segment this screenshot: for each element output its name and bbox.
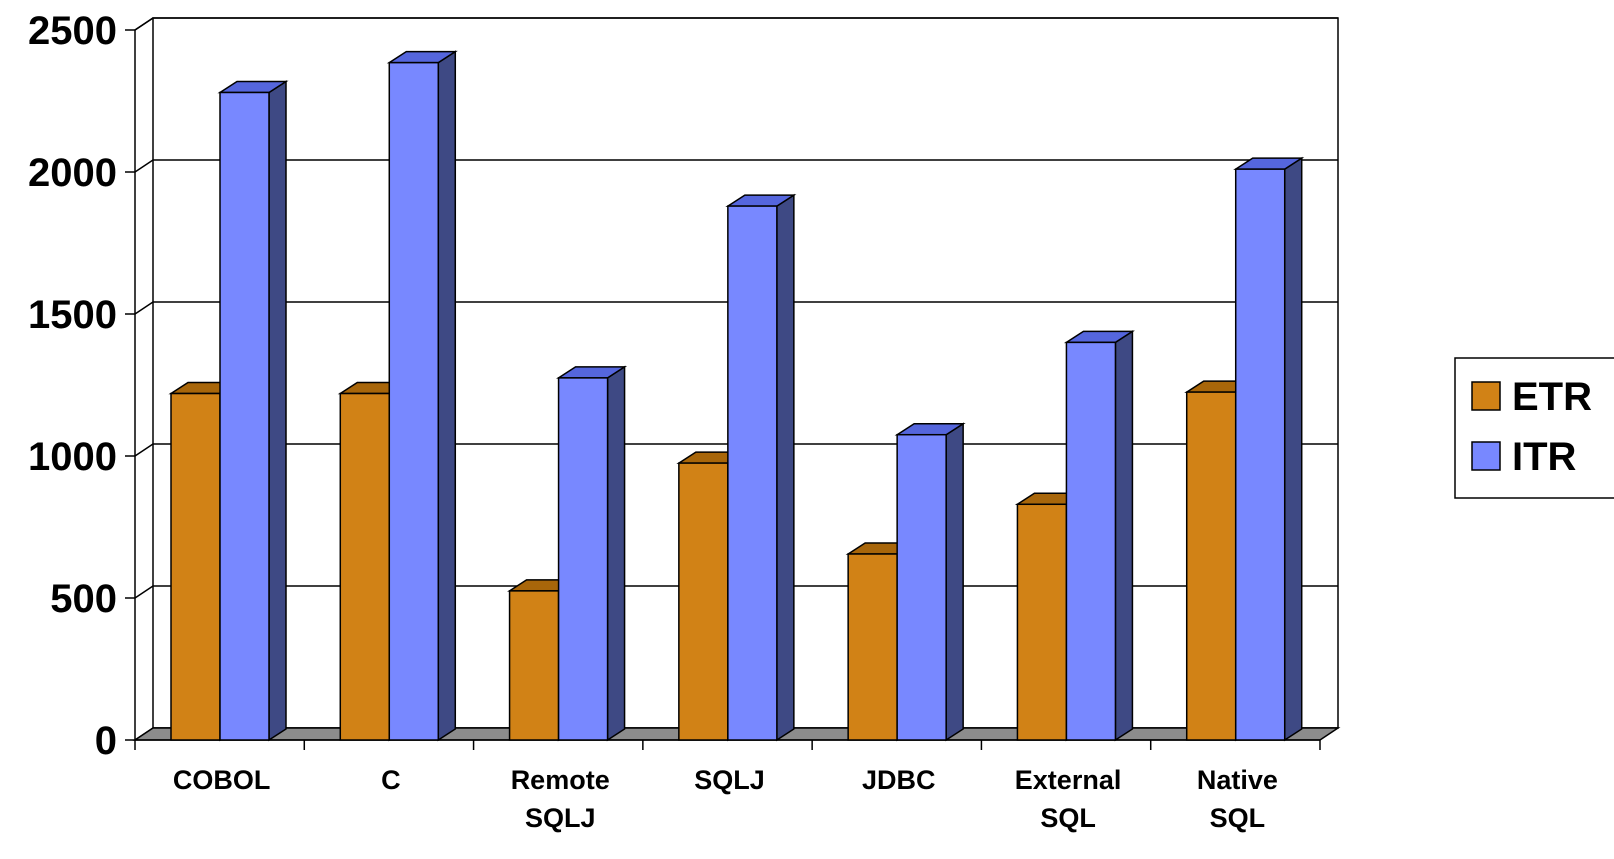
bar-front bbox=[170, 392, 221, 741]
bar-front bbox=[339, 392, 391, 741]
y-tick-label-1500: 1500 bbox=[28, 293, 117, 337]
bar-front bbox=[388, 61, 440, 741]
bar-side bbox=[437, 50, 457, 742]
legend-swatch-etr bbox=[1471, 381, 1501, 411]
bar-front bbox=[508, 590, 560, 741]
bar-itr-1 bbox=[386, 50, 458, 742]
bar-front bbox=[847, 553, 898, 741]
x-category-label-3: SQLJ bbox=[694, 765, 765, 795]
legend: ETR ITR bbox=[1454, 357, 1614, 499]
bar-front bbox=[896, 433, 947, 741]
bar-side bbox=[1283, 156, 1303, 742]
bar-itr-0 bbox=[217, 80, 289, 742]
legend-label-itr: ITR bbox=[1512, 435, 1577, 479]
bar-side bbox=[945, 422, 964, 742]
bar-front bbox=[557, 377, 609, 741]
bar-front bbox=[1185, 391, 1237, 741]
bar-side bbox=[1114, 330, 1134, 742]
bar-itr-4 bbox=[894, 422, 966, 742]
y-tick-label-0: 0 bbox=[95, 719, 117, 763]
bar-itr-5 bbox=[1063, 330, 1135, 742]
x-category-label-1: C bbox=[381, 765, 401, 795]
bar-front bbox=[727, 205, 778, 741]
bar-side bbox=[268, 80, 287, 742]
x-category-label-6: Native SQL bbox=[1197, 765, 1278, 833]
y-tick-label-2500: 2500 bbox=[28, 9, 117, 53]
x-category-label-5: External SQL bbox=[1015, 765, 1122, 833]
gridline-2000 bbox=[134, 159, 1338, 173]
bar-front bbox=[1016, 503, 1068, 741]
bar-front bbox=[219, 91, 270, 741]
bar-itr-2 bbox=[556, 365, 628, 742]
bar-side bbox=[776, 193, 795, 742]
x-category-label-2: Remote SQLJ bbox=[511, 765, 610, 833]
x-category-label-4: JDBC bbox=[862, 765, 936, 795]
y-tick-label-2000: 2000 bbox=[28, 151, 117, 195]
bars bbox=[168, 50, 1305, 742]
y-axis-tick-labels: 0 500 1000 1500 2000 2500 bbox=[28, 9, 117, 763]
bar-itr-3 bbox=[725, 193, 797, 742]
x-axis-category-labels: COBOL C Remote SQLJ SQLJ JDBC External SQL Nativ… bbox=[173, 765, 1278, 833]
legend-label-etr: ETR bbox=[1512, 375, 1592, 419]
bar-side bbox=[606, 365, 626, 742]
bar-itr-6 bbox=[1233, 156, 1305, 742]
gridline-1500 bbox=[134, 301, 1338, 315]
y-tick-label-500: 500 bbox=[50, 577, 117, 621]
y-axis-top-edge bbox=[134, 17, 154, 31]
bar-front bbox=[1234, 168, 1286, 741]
x-category-label-0: COBOL bbox=[173, 765, 271, 795]
y-tick-label-1000: 1000 bbox=[28, 435, 117, 479]
bar-front bbox=[678, 462, 729, 741]
legend-swatch-itr bbox=[1471, 441, 1501, 471]
bar-front bbox=[1065, 341, 1117, 741]
